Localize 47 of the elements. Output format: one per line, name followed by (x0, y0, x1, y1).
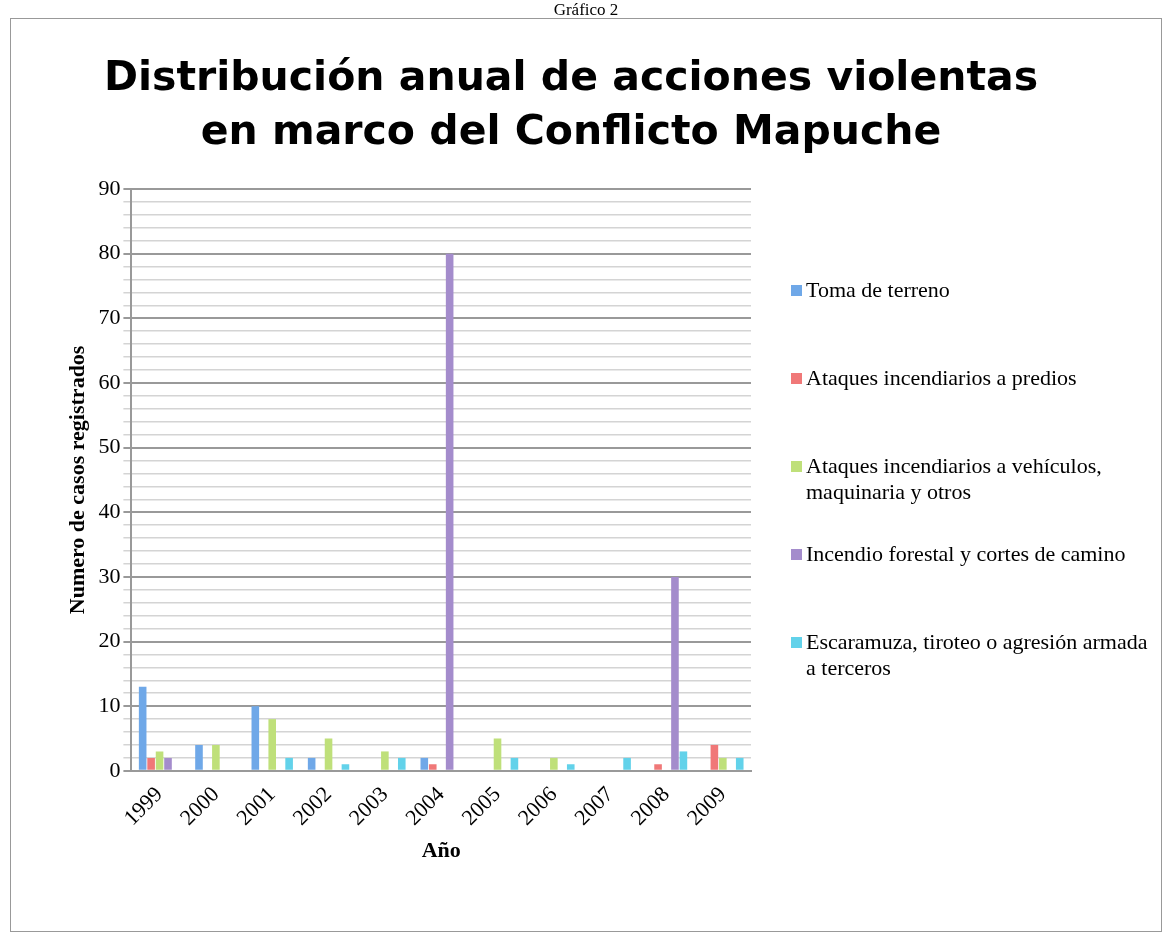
bar (493, 738, 502, 770)
bar (428, 764, 437, 770)
legend-label: Toma de terreno (806, 277, 950, 303)
bar (251, 706, 260, 770)
y-tick-label: 30 (98, 562, 121, 588)
legend-label: Incendio forestal y cortes de camino (806, 541, 1126, 567)
legend-label: Ataques incendiarios a vehículos, maquinaria y otros (806, 453, 1103, 505)
text: Gráfico 2 (552, 0, 620, 20)
bar (510, 757, 519, 770)
x-axis-title: Año (421, 837, 461, 863)
y-tick-label: 90 (98, 174, 121, 200)
y-tick-label: 0 (109, 756, 121, 782)
legend-label: Ataques incendiarios a predios (806, 365, 1077, 391)
bar (341, 764, 350, 770)
bar (381, 751, 389, 770)
bar (679, 751, 688, 770)
y-tick-label: 20 (98, 627, 121, 653)
y-tick-label: 50 (98, 433, 121, 459)
y-tick-label: 70 (98, 304, 121, 330)
bar (268, 719, 277, 770)
bar (212, 744, 220, 770)
y-tick-label: 80 (98, 239, 121, 265)
bar (285, 757, 293, 770)
bar (623, 757, 631, 770)
legend-label: Escaramuza, tiroteo o agresión armada a terceros (806, 629, 1149, 681)
bar (566, 764, 575, 770)
bar (195, 744, 203, 770)
bar (147, 757, 155, 770)
bar (654, 764, 662, 770)
bar (155, 751, 164, 770)
bar (164, 757, 172, 770)
bar (138, 686, 147, 770)
bar (735, 757, 744, 770)
bar (397, 757, 406, 770)
bar (420, 757, 429, 770)
bar (445, 253, 454, 770)
bar (324, 738, 333, 770)
y-tick-label: 10 (98, 691, 121, 717)
bar (719, 757, 727, 770)
y-tick-label: 40 (98, 498, 121, 524)
y-tick-label: 60 (98, 368, 121, 394)
bar (671, 576, 679, 770)
chart-title: Distribución anual de acciones violentas en marco del Conflicto Mapuche (102, 51, 1040, 156)
y-axis-title: Numero de casos registrados (63, 345, 89, 615)
bar (710, 744, 719, 770)
bar (307, 757, 316, 770)
bar (550, 757, 558, 770)
